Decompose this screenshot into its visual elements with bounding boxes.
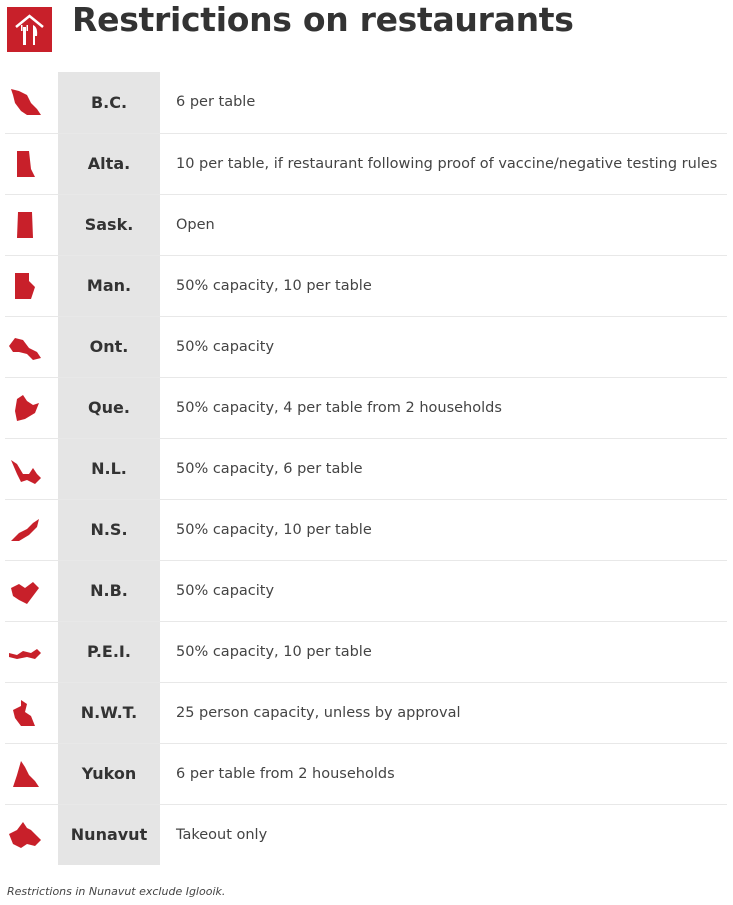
table-row: N.B. 50% capacity [5,560,727,621]
bc-map-icon-cell [5,72,58,133]
yukon-map-icon-cell [5,743,58,804]
table-row: N.W.T. 25 person capacity, unless by app… [5,682,727,743]
restriction-text: 50% capacity, 10 per table [176,277,372,294]
table-row: Que. 50% capacity, 4 per table from 2 ho… [5,377,727,438]
manitoba-map-icon-cell [5,255,58,316]
alberta-map-icon-cell [5,133,58,194]
restriction-text: 50% capacity, 6 per table [176,460,363,477]
restrictions-table: B.C. 6 per table Alta. 10 per table, if … [5,72,727,865]
province-name: N.B. [58,560,160,621]
yukon-map-icon [13,760,39,787]
restriction-text: 50% capacity [176,338,275,355]
restriction-text: 50% capacity, 10 per table [176,521,372,538]
table-row: N.S. 50% capacity, 10 per table [5,499,727,560]
ontario-map-icon [9,337,41,360]
page-title: Restrictions on restaurants [72,0,574,39]
province-name: Alta. [58,133,160,194]
restriction-text: Open [176,216,215,233]
restaurant-icon [7,6,52,52]
nova-scotia-map-icon-cell [5,499,58,560]
footnote: Restrictions in Nunavut exclude Iglooik. [7,885,226,898]
nunavut-map-icon-cell [5,804,58,865]
province-name: N.W.T. [58,682,160,743]
quebec-map-icon [15,394,39,421]
table-row: Ont. 50% capacity [5,316,727,377]
nunavut-map-icon [9,821,41,848]
table-row: Yukon 6 per table from 2 households [5,743,727,804]
ontario-map-icon-cell [5,316,58,377]
table-row: Man. 50% capacity, 10 per table [5,255,727,316]
province-name: Que. [58,377,160,438]
restriction-text: 6 per table from 2 households [176,765,395,782]
alberta-map-icon [17,150,35,177]
table-row: B.C. 6 per table [5,72,727,133]
restriction-text: 50% capacity [176,582,275,599]
province-name: Nunavut [58,804,160,865]
bc-map-icon [11,89,41,116]
new-brunswick-map-icon-cell [5,560,58,621]
pei-map-icon-cell [5,621,58,682]
province-name: P.E.I. [58,621,160,682]
province-name: B.C. [58,72,160,133]
saskatchewan-map-icon-cell [5,194,58,255]
restriction-text: 10 per table, if restaurant following pr… [176,155,718,172]
province-name: N.S. [58,499,160,560]
province-name: Sask. [58,194,160,255]
restriction-text: 6 per table [176,94,256,111]
newfoundland-map-icon [11,459,41,484]
newfoundland-map-icon-cell [5,438,58,499]
table-row: Alta. 10 per table, if restaurant follow… [5,133,727,194]
table-row: Nunavut Takeout only [5,804,727,865]
table-row: Sask. Open [5,194,727,255]
nwt-map-icon-cell [5,682,58,743]
restriction-text: 50% capacity, 4 per table from 2 househo… [176,399,502,416]
table-row: N.L. 50% capacity, 6 per table [5,438,727,499]
new-brunswick-map-icon [11,581,39,604]
province-name: Man. [58,255,160,316]
saskatchewan-map-icon [17,211,33,238]
province-name: Ont. [58,316,160,377]
nova-scotia-map-icon [11,518,39,541]
quebec-map-icon-cell [5,377,58,438]
manitoba-map-icon [15,272,35,299]
pei-map-icon [9,648,41,659]
province-name: N.L. [58,438,160,499]
nwt-map-icon [13,699,35,726]
province-name: Yukon [58,743,160,804]
header [7,6,52,52]
table-row: P.E.I. 50% capacity, 10 per table [5,621,727,682]
restriction-text: Takeout only [176,826,268,843]
restriction-text: 50% capacity, 10 per table [176,643,372,660]
restriction-text: 25 person capacity, unless by approval [176,704,461,721]
